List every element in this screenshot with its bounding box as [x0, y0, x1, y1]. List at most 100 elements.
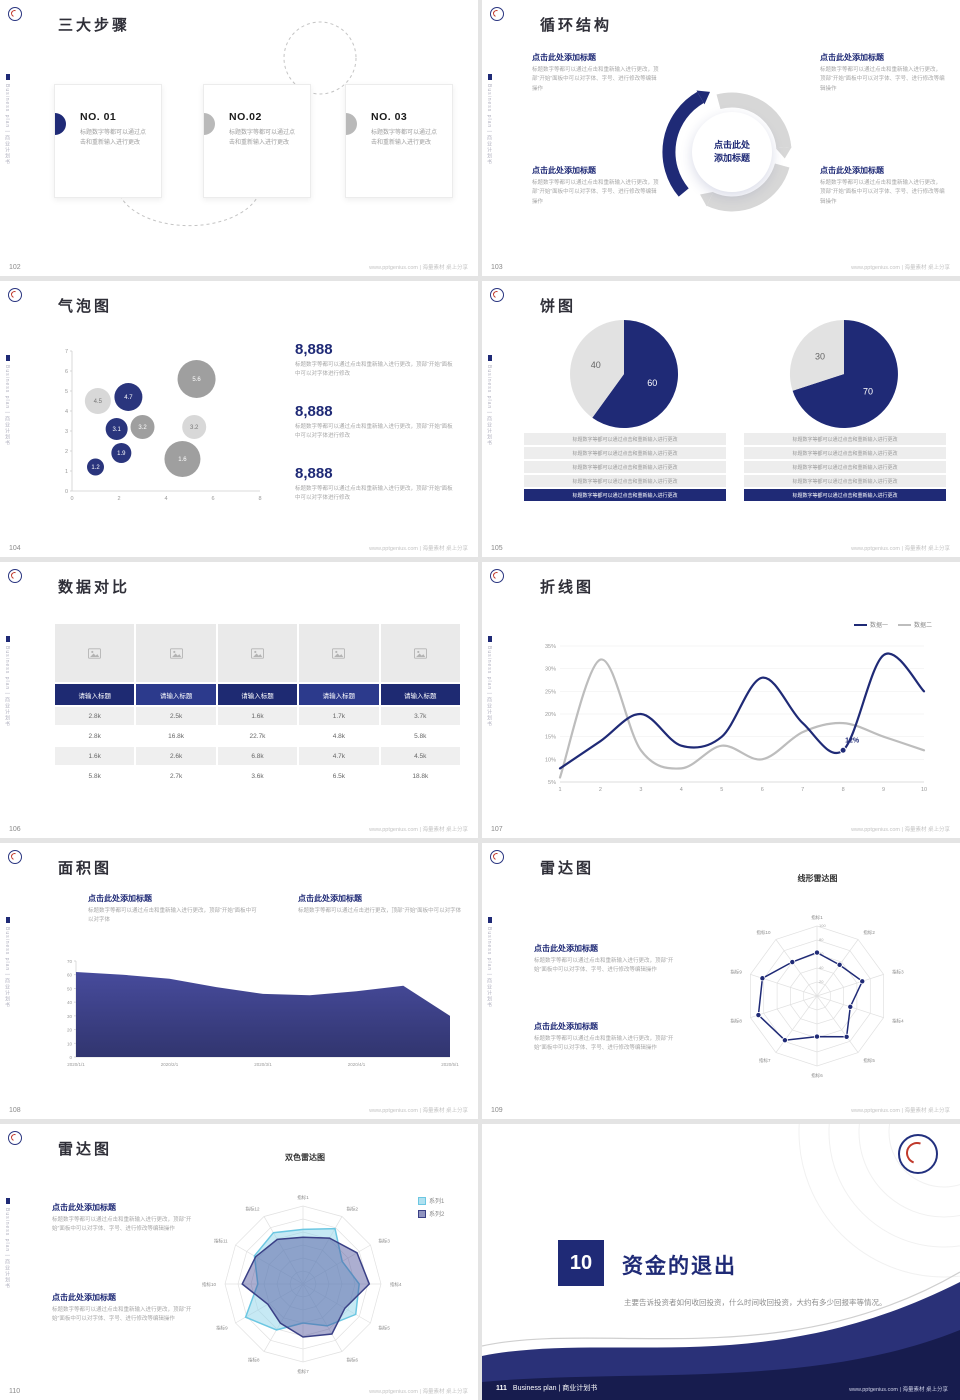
svg-text:1.9: 1.9: [117, 451, 126, 457]
svg-text:5: 5: [65, 389, 68, 395]
slide-111: 10 资金的退出 主要告诉投资者如何收回投资，什么时间收回投资，大约有多少回报率…: [482, 1124, 960, 1400]
svg-text:2020/3/1: 2020/3/1: [254, 1062, 272, 1067]
image-placeholder: [55, 624, 135, 682]
image-icon: [169, 647, 183, 659]
pie-caption-list: 标题数字等都可以通过点击和重新输入进行更改 标题数字等都可以通过点击和重新输入进行…: [744, 433, 946, 503]
block-body: 标题数字等都可以通过点击和重新输入进行更改，顶部“开始”面板中可以对字体、字号、…: [52, 1217, 192, 1233]
block-body: 标题数字等都可以通过点击和重新输入进行更改，顶部“开始”面板中可以对字体、字号、…: [820, 180, 945, 205]
table-header: 请输入标题: [55, 684, 135, 705]
slide-109: Business plan | 商业计划书 雷达图 线形雷达图 点击此处添加标题…: [482, 843, 960, 1119]
slide-title: 数据对比: [58, 579, 131, 596]
step-bullet: [55, 113, 66, 135]
sidebar-tick: [6, 74, 10, 80]
cycle-center-label: 点击此处 添加标题: [692, 112, 772, 192]
table-header: 请输入标题: [136, 684, 216, 705]
block-body: 标题数字等都可以通过点击和重新输入进行更改，顶部“开始”面板中可以对字体、字号、…: [534, 1036, 674, 1052]
slide-107: Business plan | 商业计划书 折线图 数据一 数据二 5% 10% 1…: [482, 562, 960, 838]
page-number: 107: [491, 826, 503, 833]
step-bullet: [346, 113, 357, 135]
slide-title: 折线图: [540, 579, 595, 596]
svg-text:3: 3: [639, 787, 642, 793]
pie-caption-row: 标题数字等都可以通过点击和重新输入进行更改: [524, 461, 726, 473]
svg-text:7: 7: [801, 787, 804, 793]
svg-text:指标9: 指标9: [730, 969, 742, 976]
table-cell: 4.7k: [299, 747, 379, 765]
series1-swatch: [853, 623, 867, 626]
svg-text:指标8: 指标8: [730, 1017, 742, 1024]
block-heading: 点击此处添加标题: [532, 166, 596, 175]
table-cell: 3.6k: [217, 767, 298, 785]
pie-chart: 60 40: [570, 320, 679, 428]
footer-text: www.pptgenius.com | 海量素材 桌上分享: [369, 827, 468, 833]
line-legend: 数据一 数据二: [853, 620, 932, 633]
image-placeholder: [136, 624, 216, 682]
sidebar-tick: [6, 917, 10, 923]
stat-value: 8,888: [295, 341, 333, 358]
school-logo: [8, 1131, 22, 1145]
footer-right: www.pptgenius.com | 海量素材 桌上分享: [849, 1387, 948, 1393]
stat-value: 8,888: [295, 465, 333, 482]
svg-text:2: 2: [65, 449, 68, 455]
table-cell: 3.7k: [380, 707, 460, 725]
table-cell: 4.8k: [299, 727, 379, 745]
text-block: 点击此处添加标题 标题数字等都可以通过点击和重新输入进行更改，顶部“开始”面板中…: [534, 1021, 674, 1054]
slide-103: Business plan | 商业计划书 循环结构 点击此处 添加标题 点击此…: [482, 0, 960, 276]
svg-text:指标10: 指标10: [202, 1281, 217, 1288]
pie-caption-row: 标题数字等都可以通过点击和重新输入进行更改: [524, 489, 726, 501]
section-title: 资金的退出: [622, 1255, 737, 1278]
sidebar-watermark: Business plan | 商业计划书: [4, 365, 10, 447]
table-cell: 4.5k: [380, 747, 460, 765]
footer-text: www.pptgenius.com | 海量素材 桌上分享: [851, 546, 950, 552]
dashed-connector-decor: [117, 21, 357, 227]
pie-caption-row: 标题数字等都可以通过点击和重新输入进行更改: [524, 447, 726, 459]
series1-swatch: [418, 1196, 426, 1205]
step-body: 标题数字等都可以通过点击和重新输入进行更改: [80, 130, 147, 147]
page-number: 108: [9, 1107, 21, 1114]
page-number: 105: [491, 545, 503, 552]
svg-text:4: 4: [164, 496, 167, 502]
svg-text:20%: 20%: [545, 712, 556, 718]
svg-text:指标3: 指标3: [892, 969, 904, 976]
svg-text:2020/4/1: 2020/4/1: [348, 1062, 366, 1067]
sidebar-watermark: Business plan | 商业计划书: [4, 646, 10, 728]
table-cell: 1.7k: [299, 707, 379, 725]
series2-label: 系列2: [429, 1212, 445, 1218]
text-block: 点击此处添加标题 标题数字等都可以通过点击和重新输入进行更改，顶部“开始”面板中…: [820, 165, 945, 207]
text-block: 点击此处添加标题 标题数字等都可以通过点击和重新输入进行更改，顶部“开始”面板中…: [534, 943, 674, 976]
svg-text:2: 2: [117, 496, 120, 502]
stat-body: 标题数字等都可以通过点击和重新输入进行更改，顶部“开始”面板中可以对字体进行修改: [295, 424, 453, 439]
table-header: 请输入标题: [217, 684, 298, 705]
svg-text:7: 7: [65, 349, 68, 355]
svg-text:指标5: 指标5: [863, 1057, 875, 1064]
footer-watermark: Business plan | 商业计划书: [512, 1385, 598, 1392]
slide-title: 雷达图: [540, 860, 595, 877]
block-heading: 点击此处添加标题: [52, 1293, 116, 1302]
svg-text:4.7: 4.7: [124, 395, 133, 401]
svg-text:40: 40: [591, 360, 601, 370]
block-heading: 点击此处添加标题: [52, 1203, 116, 1212]
footer-text: www.pptgenius.com | 海量素材 桌上分享: [369, 1108, 468, 1114]
svg-text:2: 2: [599, 787, 602, 793]
chart-subtitle: 双色雷达图: [285, 1153, 325, 1162]
stat-block: 8,888 标题数字等都可以通过点击和重新输入进行更改，顶部“开始”面板中可以对…: [295, 341, 455, 379]
stat-body: 标题数字等都可以通过点击和重新输入进行更改，顶部“开始”面板中可以对字体进行修改: [295, 486, 453, 501]
comparison-table: 请输入标题 请输入标题 请输入标题 请输入标题 请输入标题 2.8k 2.5k 1.6k 1.7…: [55, 624, 460, 785]
school-logo: [898, 1134, 938, 1174]
area-chart: 0 10 20 30 40 50 60 70 2020/1/1 2020/2/1 2020/3/1 2…: [67, 959, 459, 1067]
svg-text:70: 70: [863, 386, 873, 396]
step-bullet: [204, 113, 215, 135]
pie-chart: 70 30: [789, 319, 898, 428]
text-block: 点击此处添加标题 标题数字等都可以通过点击和重新输入进行更改，顶部“开始”面板中…: [532, 52, 662, 94]
chart-subtitle: 线形雷达图: [797, 874, 838, 883]
block-body: 标题数字等都可以通过点击和重新输入进行更改，顶部“开始”面板中可以对字体: [88, 908, 257, 924]
table-cell: 16.8k: [136, 727, 216, 745]
svg-text:指标2: 指标2: [863, 929, 875, 936]
section-description: 主要告诉投资者如何收回投资，什么时间收回投资，大约有多少回报率等情况。: [624, 1298, 887, 1307]
sidebar-watermark: Business plan | 商业计划书: [4, 1208, 10, 1290]
svg-text:6: 6: [761, 787, 764, 793]
slide-title: 循环结构: [540, 17, 613, 34]
svg-text:指标12: 指标12: [245, 1206, 260, 1213]
block-heading: 点击此处添加标题: [534, 944, 598, 953]
text-block: 点击此处添加标题 标题数字等都可以通过点击和重新输入进行更改，顶部“开始”面板中…: [532, 165, 662, 207]
block-body: 标题数字等都可以通过点击和重新输入进行更改，顶部“开始”面板中可以对字体、字号、…: [534, 958, 674, 974]
